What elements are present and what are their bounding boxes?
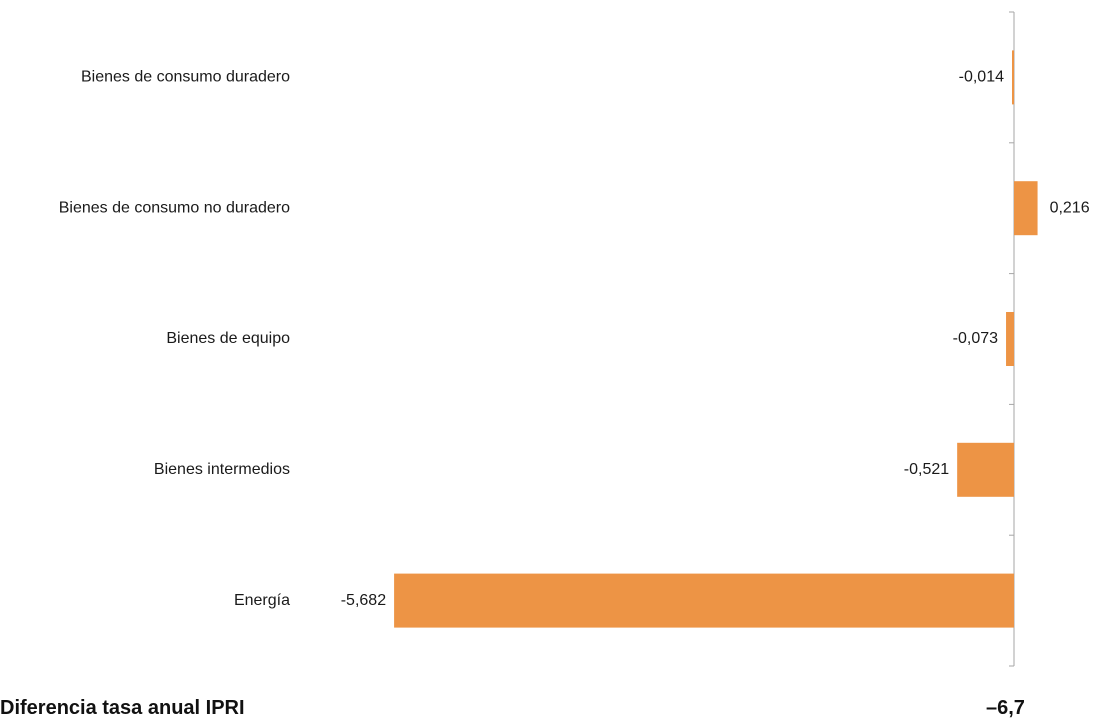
data-label: -0,073 (953, 330, 998, 347)
bar (394, 573, 1014, 628)
category-label: Bienes de consumo no duradero (59, 199, 290, 216)
data-label: -0,014 (959, 69, 1004, 86)
footer-total-value: –6,7 (986, 697, 1025, 719)
footer-total-label: Diferencia tasa anual IPRI (0, 697, 245, 719)
bar (1006, 312, 1014, 366)
contribution-bar-chart: Bienes de consumo duradero -0,014 Bienes d… (59, 11, 1090, 667)
category-label: Energía (234, 592, 290, 609)
data-label: 0,216 (1050, 199, 1090, 216)
bar (1014, 181, 1038, 236)
category-label: Bienes intermedios (154, 461, 290, 478)
data-label: -5,682 (341, 592, 386, 609)
category-label: Bienes de equipo (166, 330, 290, 347)
category-label: Bienes de consumo duradero (81, 69, 290, 86)
bar (1012, 50, 1014, 105)
bar (957, 442, 1014, 497)
data-label: -0,521 (904, 461, 949, 478)
